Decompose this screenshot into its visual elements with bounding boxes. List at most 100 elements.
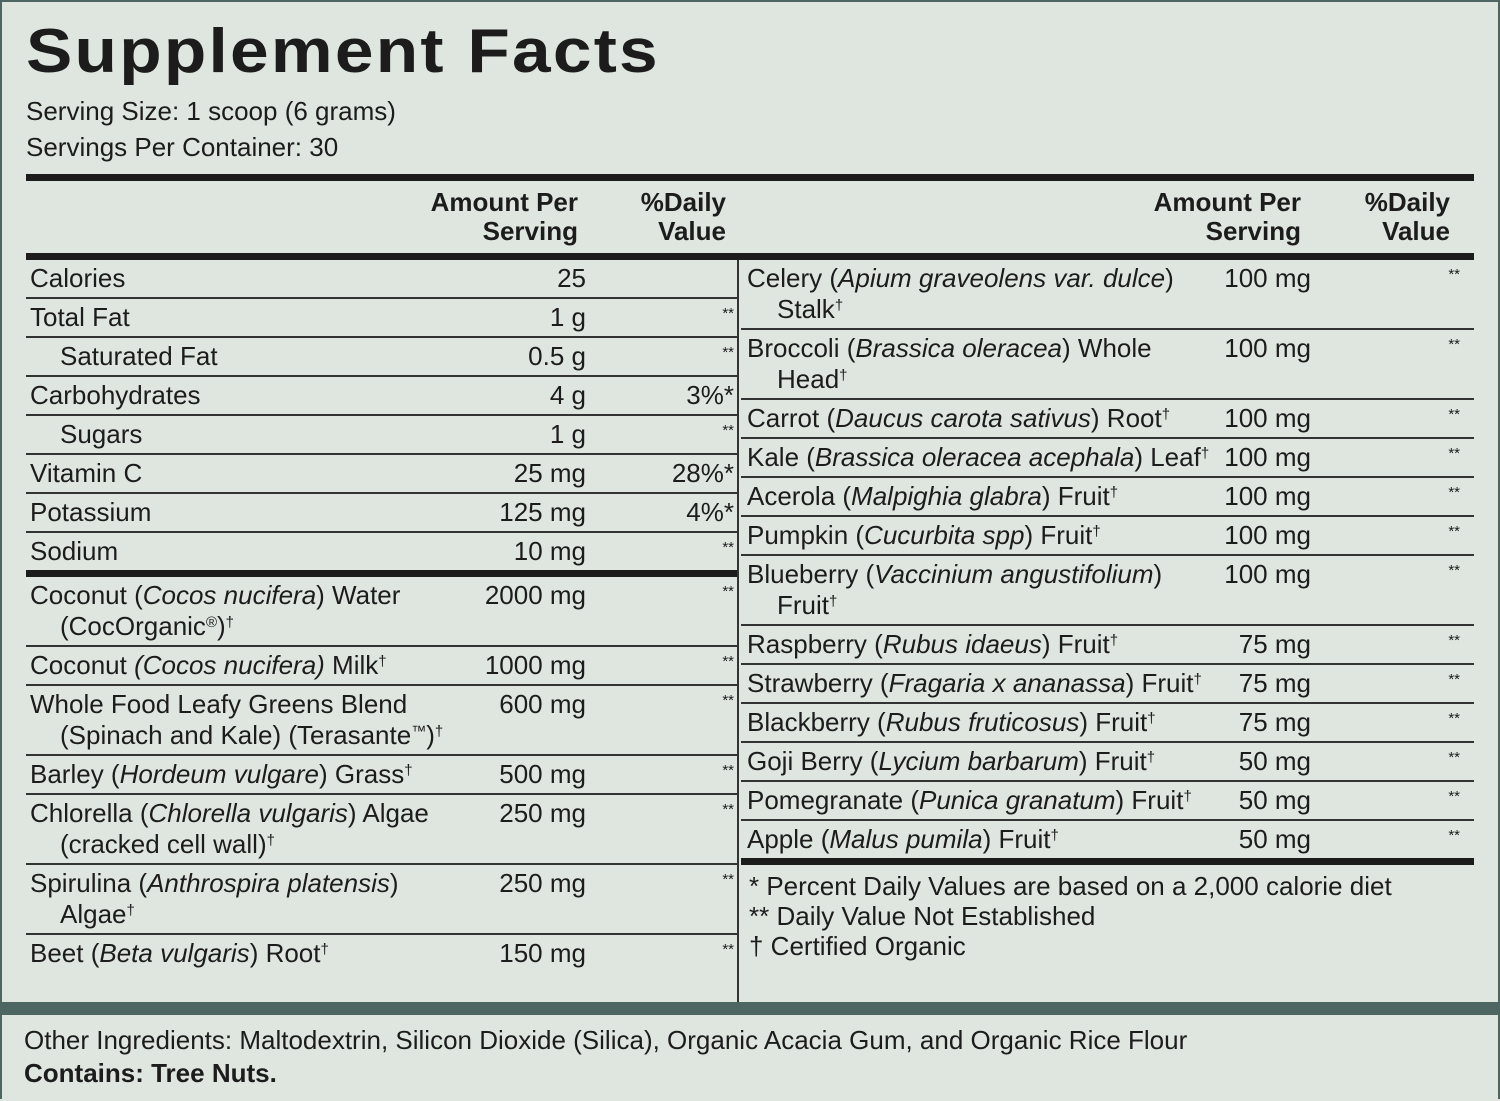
text-segment: ) Algae (cracked cell wall) xyxy=(60,798,429,859)
text-segment: Cucurbita spp xyxy=(864,520,1025,550)
row: Sodium 10 mg ** xyxy=(26,533,737,577)
text-segment: † xyxy=(404,762,413,779)
text-segment: Chlorella vulgaris xyxy=(148,798,348,828)
row: Potassium 125 mg 4%* xyxy=(26,494,737,533)
text-segment: † xyxy=(1161,406,1171,423)
amount: 250 mg xyxy=(499,798,586,828)
daily-value: ** xyxy=(586,341,734,372)
footnote: † Certified Organic xyxy=(749,931,966,961)
row: Sugars 1 g ** xyxy=(26,416,737,455)
text-segment: Punica granatum xyxy=(918,785,1116,815)
ingredient-name: Apple (Malus pumila) Fruit† xyxy=(747,824,1221,855)
text-segment: ** xyxy=(1448,445,1460,462)
text-segment: Lycium barbarum xyxy=(878,746,1079,776)
text-segment: Brassica oleracea xyxy=(855,333,1063,363)
right-table: Celery (Apium graveolens var. dulce) Sta… xyxy=(741,260,1474,961)
text-segment: 28%* xyxy=(671,458,734,488)
text-segment: Beet ( xyxy=(30,938,100,968)
ingredient-name: Sugars xyxy=(30,419,478,450)
row: Calories 25 xyxy=(26,260,737,299)
text-segment: † xyxy=(225,614,235,631)
text-segment: † xyxy=(1146,749,1156,766)
serving-size: Serving Size: 1 scoop (6 grams) xyxy=(26,96,396,126)
text-segment: Vaccinium angustifolium xyxy=(874,559,1154,589)
text-segment: Rubus fruticosus xyxy=(885,707,1080,737)
amount: 125 mg xyxy=(499,497,586,527)
text-segment: † xyxy=(834,297,844,314)
amount: 1 g xyxy=(549,302,586,332)
row: Saturated Fat 0.5 g ** xyxy=(26,338,737,377)
text-segment: ) Grass xyxy=(319,759,405,789)
ingredient-name: Whole Food Leafy Greens Blend (Spinach a… xyxy=(30,689,478,751)
daily-value: ** xyxy=(586,938,734,969)
text-segment: Celery ( xyxy=(747,263,839,293)
text-segment: ** xyxy=(722,344,734,361)
ingredient-name: Carbohydrates xyxy=(30,380,478,411)
header-amount: Amount Per Serving xyxy=(430,187,578,246)
daily-value: ** xyxy=(1311,629,1460,660)
text-segment: Calories xyxy=(30,263,126,293)
contains: Contains: Tree Nuts. xyxy=(24,1058,277,1088)
ingredient-name: Coconut (Cocos nucifera) Milk† xyxy=(30,650,478,681)
other-ingredients: Other Ingredients: Maltodextrin, Silicon… xyxy=(24,1025,1188,1055)
daily-value: ** xyxy=(1311,263,1460,325)
ingredient-name: Carrot (Daucus carota sativus) Root† xyxy=(747,403,1221,434)
text-segment: † xyxy=(434,723,444,740)
text-segment: ) Leaf xyxy=(1134,442,1201,472)
daily-value: ** xyxy=(1311,746,1460,777)
text-segment: ™ xyxy=(411,723,427,740)
text-segment: ** xyxy=(1448,484,1460,501)
daily-value: ** xyxy=(1311,824,1460,855)
daily-value: ** xyxy=(1311,442,1460,473)
row: Acerola (Malpighia glabra) Fruit† 100 mg *… xyxy=(741,478,1474,517)
daily-value: ** xyxy=(586,536,734,567)
text-segment: ) Water (CocOrganic xyxy=(60,580,401,641)
servings-per-container: Servings Per Container: 30 xyxy=(26,132,339,162)
amount: 500 mg xyxy=(499,759,586,789)
text-segment: ** xyxy=(1448,406,1460,423)
text-segment: † xyxy=(1109,632,1119,649)
text-segment: † xyxy=(1109,484,1119,501)
row: Vitamin C 25 mg 28%* xyxy=(26,455,737,494)
amount: 100 mg xyxy=(1224,442,1311,472)
text-segment: Barley ( xyxy=(30,759,120,789)
text-segment: ) Fruit xyxy=(777,559,1163,620)
text-segment: Fragaria x ananassa xyxy=(888,668,1126,698)
amount: 50 mg xyxy=(1238,824,1311,854)
band xyxy=(2,1002,1500,1015)
daily-value: ** xyxy=(1311,707,1460,738)
row: Chlorella (Chlorella vulgaris) Algae (cr… xyxy=(26,795,737,865)
text-segment: ® xyxy=(205,614,217,631)
amount: 75 mg xyxy=(1238,707,1311,737)
text-segment: ) xyxy=(426,720,435,750)
row: Coconut (Cocos nucifera) Milk† 1000 mg ** xyxy=(26,647,737,686)
text-segment: Chlorella ( xyxy=(30,798,149,828)
text-segment: Beta vulgaris xyxy=(99,938,250,968)
daily-value: ** xyxy=(1311,403,1460,434)
ingredient-name: Beet (Beta vulgaris) Root† xyxy=(30,938,478,969)
header-amount: Amount Per Serving xyxy=(1153,187,1301,246)
ingredient-name: Acerola (Malpighia glabra) Fruit† xyxy=(747,481,1221,512)
text-segment: Anthrospira platensis xyxy=(147,868,390,898)
text-segment: † xyxy=(1092,523,1101,540)
row: Pumpkin (Cucurbita spp) Fruit† 100 mg ** xyxy=(741,517,1474,556)
text-segment: Whole Food Leafy Greens Blend (Spinach a… xyxy=(30,689,412,750)
ingredient-name: Strawberry (Fragaria x ananassa) Fruit† xyxy=(747,668,1221,699)
text-segment: † xyxy=(126,902,135,919)
amount: 150 mg xyxy=(499,938,586,968)
text-segment: ** xyxy=(722,653,734,670)
ingredient-name: Goji Berry (Lycium barbarum) Fruit† xyxy=(747,746,1221,777)
text-segment: ** xyxy=(1448,788,1460,805)
ingredient-name: Pomegranate (Punica granatum) Fruit† xyxy=(747,785,1221,816)
text-segment: ) Stalk xyxy=(777,263,1174,324)
text-segment: ) Fruit xyxy=(1115,785,1184,815)
ingredient-name: Blackberry (Rubus fruticosus) Fruit† xyxy=(747,707,1221,738)
amount: 100 mg xyxy=(1224,520,1311,550)
text-segment: Sodium xyxy=(30,536,119,566)
amount: 75 mg xyxy=(1238,629,1311,659)
text-segment: ** xyxy=(722,941,734,958)
row: Raspberry (Rubus idaeus) Fruit† 75 mg ** xyxy=(741,626,1474,665)
amount: 0.5 g xyxy=(528,341,586,371)
row: Broccoli (Brassica oleracea) Whole Head†… xyxy=(741,330,1474,400)
